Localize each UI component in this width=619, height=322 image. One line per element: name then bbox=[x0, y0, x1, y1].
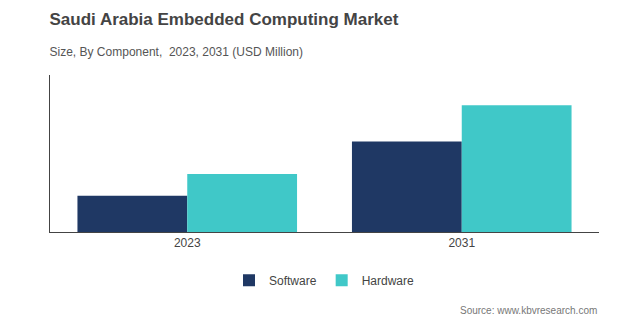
svg-text:2023: 2023 bbox=[174, 236, 201, 250]
svg-text:2031: 2031 bbox=[448, 236, 475, 250]
svg-text:Software: Software bbox=[269, 274, 317, 288]
svg-text:Hardware: Hardware bbox=[362, 274, 414, 288]
svg-text:Source: www.kbvresearch.com: Source: www.kbvresearch.com bbox=[460, 305, 597, 316]
svg-text:Size, By Component, 2023, 203: Size, By Component, 2023, 2031 (USD Mill… bbox=[50, 45, 303, 59]
svg-text:Saudi Arabia Embedded Computin: Saudi Arabia Embedded Computing Market bbox=[50, 10, 399, 29]
